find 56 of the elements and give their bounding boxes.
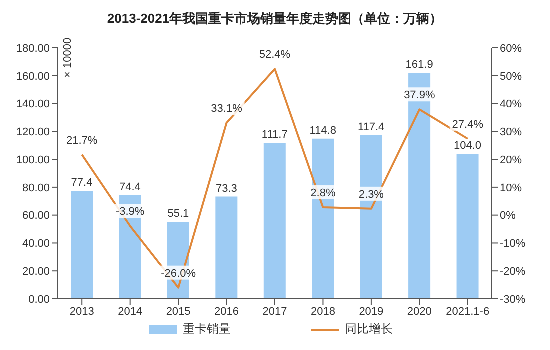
legend-label: 同比增长 <box>344 321 393 338</box>
x-tick-label: 2014 <box>118 306 143 318</box>
data-label: 111.7 <box>262 129 288 142</box>
y-tick-label: 40.00 <box>22 238 50 250</box>
data-label: 27.4% <box>452 118 484 131</box>
bar <box>71 191 93 299</box>
y2-tick-label: 50% <box>500 70 522 83</box>
legend-label: 重卡销量 <box>182 321 231 338</box>
y-tick-label: 60.00 <box>22 210 50 222</box>
y-tick-label: 180.00 <box>16 42 50 55</box>
x-tick-label: 2013 <box>70 306 94 318</box>
data-label: 74.4 <box>120 181 141 194</box>
x-tick-label: 2016 <box>214 306 240 318</box>
data-label: -26.0% <box>161 268 196 280</box>
y-tick-label: 160.00 <box>16 70 50 83</box>
y2-tick-label: -10% <box>500 238 526 250</box>
y2-tick-label: -20% <box>500 266 526 278</box>
y-tick-label: 120.00 <box>16 126 50 139</box>
y2-tick-label: 10% <box>500 182 522 194</box>
data-label: 117.4 <box>358 121 385 134</box>
y2-tick-label: -30% <box>500 294 526 306</box>
y-tick-label: 140.00 <box>16 98 50 111</box>
data-label: 73.3 <box>216 182 238 195</box>
y2-tick-label: 40% <box>500 98 522 111</box>
y-tick-label: 20.00 <box>22 266 50 278</box>
x-tick-label: 2019 <box>359 306 384 318</box>
data-label: -3.9% <box>116 206 145 218</box>
x-tick-label: 2015 <box>166 306 191 318</box>
y2-tick-label: 0% <box>500 210 516 222</box>
data-label: 21.7% <box>66 134 98 147</box>
y2-tick-label: 30% <box>500 126 522 139</box>
data-label: 114.8 <box>310 124 336 137</box>
y2-tick-label: 20% <box>500 154 522 166</box>
y-tick-label: 80.00 <box>22 182 50 194</box>
bar <box>456 154 479 299</box>
data-label: 2.3% <box>358 188 384 201</box>
data-label: 161.9 <box>406 59 434 72</box>
x-tick-label: 2020 <box>407 306 432 318</box>
bar <box>360 135 382 299</box>
chart-title: 2013-2021年我国重卡市场销量年度走势图（单位：万辆） <box>106 10 444 28</box>
x-tick-label: 2018 <box>310 306 336 318</box>
bar <box>216 196 238 299</box>
x-tick-label: 2017 <box>262 306 288 318</box>
data-label: 55.1 <box>168 208 190 220</box>
data-label: 33.1% <box>211 103 243 116</box>
y2-tick-label: 60% <box>500 42 522 55</box>
y-tick-label: 100.00 <box>16 154 50 166</box>
x-tick-label: 2021.1-6 <box>446 306 490 318</box>
axis-unit-note: × 10000 <box>62 38 74 78</box>
data-label: 77.4 <box>71 177 93 190</box>
data-label: 104.0 <box>454 140 482 152</box>
data-label: 2.8% <box>310 188 336 200</box>
data-label: 52.4% <box>259 49 291 62</box>
bar <box>264 143 286 299</box>
data-label: 37.9% <box>404 90 436 102</box>
y-tick-label: 0.00 <box>28 294 50 306</box>
